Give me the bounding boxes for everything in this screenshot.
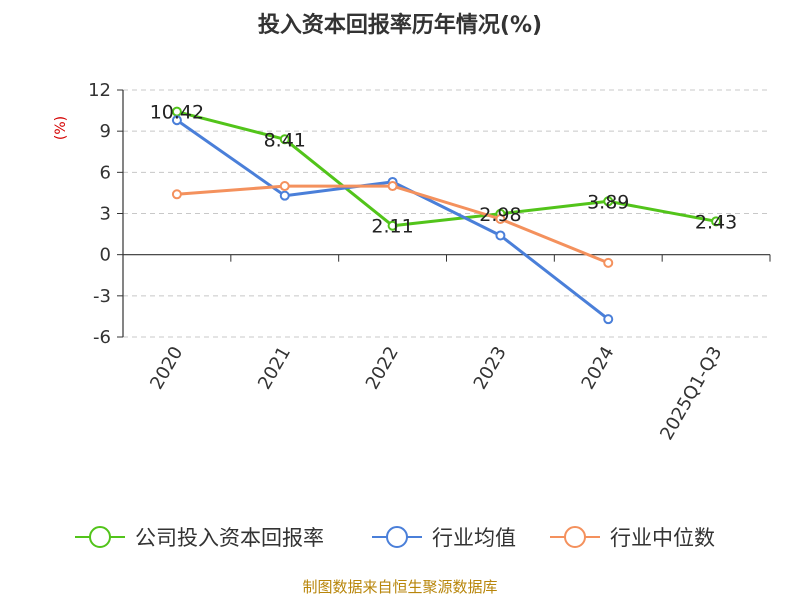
data-point xyxy=(171,189,182,200)
legend-marker xyxy=(89,526,111,548)
y-tick-label: 6 xyxy=(100,162,111,183)
data-label: 3.89 xyxy=(587,191,629,213)
y-tick-label: 0 xyxy=(100,245,111,266)
x-tick-label: 2024 xyxy=(577,343,618,393)
x-tick-label: 2022 xyxy=(362,343,403,393)
data-point xyxy=(387,181,398,192)
legend-label: 行业中位数 xyxy=(610,526,715,550)
y-tick-label: -3 xyxy=(93,286,111,307)
y-tick-label: -6 xyxy=(93,327,111,348)
y-tick-label: 9 xyxy=(100,121,111,142)
data-point xyxy=(711,216,722,227)
data-label: 2.98 xyxy=(479,204,521,226)
x-tick-label: 2020 xyxy=(146,343,187,393)
data-point xyxy=(279,190,290,201)
data-labels: 10.42 8.41 2.11 2.98 3.89 2.43 xyxy=(150,102,738,238)
data-label: 2.43 xyxy=(695,211,737,233)
data-label: 10.42 xyxy=(150,102,204,124)
y-tick-label: 12 xyxy=(88,80,111,101)
legend-label: 行业均值 xyxy=(432,526,516,550)
series-line xyxy=(176,110,717,228)
data-point xyxy=(387,220,398,231)
data-point xyxy=(279,181,290,192)
series-lines xyxy=(171,106,722,325)
data-point xyxy=(603,196,614,207)
data-point xyxy=(603,314,614,325)
data-label: 2.11 xyxy=(371,216,413,238)
data-point xyxy=(495,230,506,241)
data-point xyxy=(279,134,290,145)
legend: 公司投入资本回报率 行业均值 行业中位数 xyxy=(75,526,715,550)
y-axis-unit: (%) xyxy=(53,116,69,140)
x-tick-label: 2023 xyxy=(470,343,511,393)
data-point xyxy=(495,213,506,224)
axes: 12 9 6 3 0 -3 -6 2020 2021 2022 2023 2024 2025Q1-Q3 xyxy=(88,80,771,444)
data-label: 8.41 xyxy=(264,129,306,151)
source-note: 制图数据来自恒生聚源数据库 xyxy=(302,578,497,596)
legend-marker xyxy=(386,526,408,548)
chart-title: 投入资本回报率历年情况(%) xyxy=(258,12,542,38)
data-point xyxy=(603,257,614,268)
data-point xyxy=(171,115,182,126)
legend-marker xyxy=(564,526,586,548)
legend-label: 公司投入资本回报率 xyxy=(135,526,324,550)
y-tick-label: 3 xyxy=(100,204,111,225)
x-tick-label: 2025Q1-Q3 xyxy=(656,343,726,444)
x-tick-label: 2021 xyxy=(254,343,295,393)
